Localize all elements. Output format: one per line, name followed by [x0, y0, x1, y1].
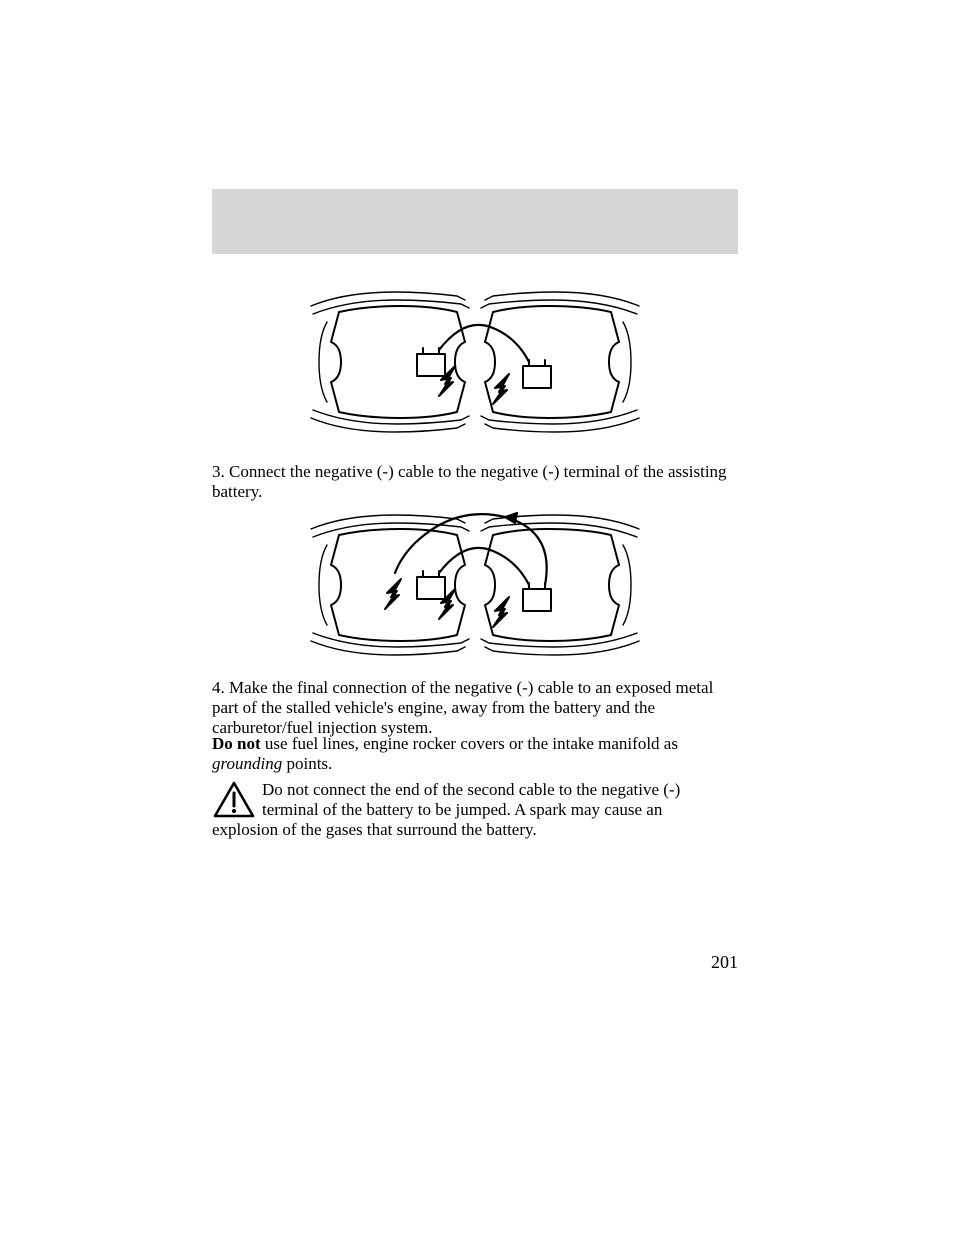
warning-line-2: terminal of the battery to be jumped. A … — [262, 800, 738, 820]
step-3-text: 3. Connect the negative (-) cable to the… — [212, 462, 738, 502]
step-4-text: 4. Make the final connection of the nega… — [212, 678, 738, 738]
warning-row: Do not connect the end of the second cab… — [212, 780, 738, 820]
warning-text-wrap: Do not connect the end of the second cab… — [262, 780, 738, 820]
step-3-paragraph: 3. Connect the negative (-) cable to the… — [212, 462, 738, 502]
jumpstart-diagram-1-svg — [305, 278, 645, 448]
section-header-band — [212, 189, 738, 254]
figure-jumpstart-positive — [212, 278, 738, 448]
do-not-rest: use fuel lines, engine rocker covers or … — [261, 734, 678, 753]
page: 3. Connect the negative (-) cable to the… — [0, 0, 954, 1235]
do-not-text: Do not use fuel lines, engine rocker cov… — [212, 734, 738, 774]
do-not-paragraph: Do not use fuel lines, engine rocker cov… — [212, 734, 738, 774]
warning-line-3: explosion of the gases that surround the… — [212, 820, 738, 840]
warning-block: Do not connect the end of the second cab… — [212, 780, 738, 840]
warning-line-1: Do not connect the end of the second cab… — [262, 780, 738, 800]
grounding-italic: grounding — [212, 754, 282, 773]
page-number: 201 — [711, 952, 738, 973]
do-not-tail: points. — [282, 754, 332, 773]
warning-icon — [212, 780, 260, 820]
figure-jumpstart-negative — [212, 501, 738, 671]
jumpstart-diagram-2-svg — [305, 501, 645, 671]
do-not-bold: Do not — [212, 734, 261, 753]
step-4-paragraph: 4. Make the final connection of the nega… — [212, 678, 738, 738]
